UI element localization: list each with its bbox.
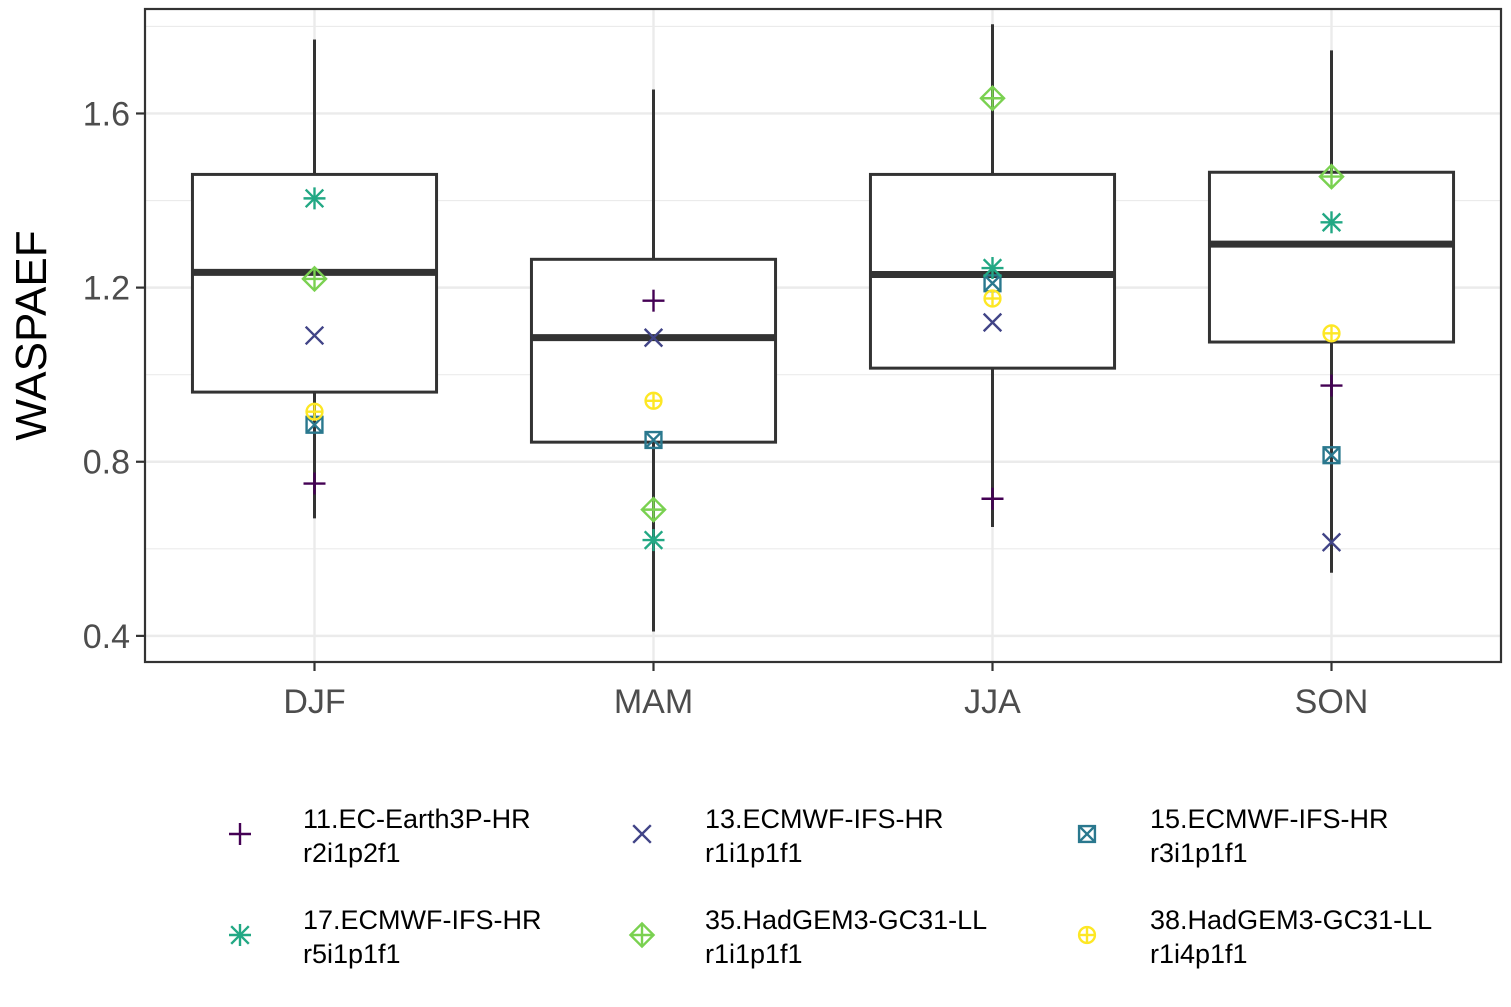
legend-key-diamond-plus xyxy=(628,921,656,949)
data-point-plus-djf xyxy=(303,472,326,495)
legend-item-1: 11.EC-Earth3P-HR r2i1p2f1 xyxy=(229,804,531,868)
data-point-cross-son xyxy=(1321,532,1342,552)
legend-key-square-cross xyxy=(1077,824,1097,844)
data-point-circle-plus-mam xyxy=(644,391,663,410)
legend: 11.EC-Earth3P-HR r2i1p2f1 13.ECMWF-IFS-HR r… xyxy=(229,804,1432,969)
data-point-cross-jja xyxy=(982,312,1003,333)
legend-label-member: r1i4p1f1 xyxy=(1150,939,1248,969)
box-layer xyxy=(190,24,1456,632)
point-layer xyxy=(301,84,1345,552)
legend-label-name: 13.ECMWF-IFS-HR xyxy=(705,804,944,834)
legend-item-3: 15.ECMWF-IFS-HR r3i1p1f1 xyxy=(1077,804,1389,868)
legend-label-name: 15.ECMWF-IFS-HR xyxy=(1150,804,1389,834)
data-point-circle-plus-son xyxy=(1322,324,1341,343)
legend-label-member: r3i1p1f1 xyxy=(1150,838,1248,868)
data-point-diamond-plus-mam xyxy=(640,496,667,523)
data-point-plus-jja xyxy=(981,487,1004,510)
data-point-plus-son xyxy=(1320,374,1343,397)
legend-label-name: 11.EC-Earth3P-HR xyxy=(303,804,531,834)
box-iqr xyxy=(1207,170,1456,344)
legend-label-member: r2i1p2f1 xyxy=(303,838,401,868)
legend-key-cross xyxy=(632,824,652,844)
panel-border xyxy=(143,7,1503,664)
y-tick-label: 1.6 xyxy=(83,95,130,133)
data-point-square-cross-mam xyxy=(644,430,663,450)
data-point-cross-djf xyxy=(304,325,325,346)
data-point-circle-plus-djf xyxy=(305,402,324,421)
legend-label-member: r5i1p1f1 xyxy=(303,939,401,969)
data-point-circle-plus-jja xyxy=(983,289,1002,308)
legend-key-circle-plus xyxy=(1077,925,1097,945)
x-tick-label-djf: DJF xyxy=(283,683,345,721)
data-point-diamond-plus-son xyxy=(1318,163,1345,190)
legend-label-name: 35.HadGEM3-GC31-LL xyxy=(705,905,987,935)
legend-label-name: 38.HadGEM3-GC31-LL xyxy=(1150,905,1432,935)
y-tick-label: 0.8 xyxy=(83,444,130,482)
data-point-square-cross-son xyxy=(1322,446,1341,465)
data-point-asterisk-son xyxy=(1320,211,1343,234)
legend-item-5: 35.HadGEM3-GC31-LL r1i1p1f1 xyxy=(628,905,987,969)
data-point-diamond-plus-djf xyxy=(301,265,328,293)
legend-label-member: r1i1p1f1 xyxy=(705,939,803,969)
box-mam xyxy=(529,89,778,632)
x-tick-label-mam: MAM xyxy=(614,683,693,721)
x-tick-label-son: SON xyxy=(1295,683,1369,721)
box-son xyxy=(1207,50,1456,573)
data-point-asterisk-mam xyxy=(642,529,665,552)
data-point-plus-mam xyxy=(642,289,665,312)
legend-key-plus xyxy=(229,823,251,845)
box-iqr xyxy=(529,257,778,444)
data-point-cross-mam xyxy=(643,328,664,348)
data-point-asterisk-djf xyxy=(303,187,326,210)
legend-item-4: 17.ECMWF-IFS-HR r5i1p1f1 xyxy=(229,905,542,969)
y-tick-label: 1.2 xyxy=(83,270,130,308)
legend-label-name: 17.ECMWF-IFS-HR xyxy=(303,905,542,935)
legend-key-asterisk xyxy=(229,924,251,946)
legend-label-member: r1i1p1f1 xyxy=(705,838,803,868)
axis-layer: 0.4 0.8 1.2 1.6 DJF MAM JJA SON xyxy=(83,95,1369,721)
y-tick-label: 0.4 xyxy=(83,618,130,656)
data-point-asterisk-jja xyxy=(981,257,1004,280)
x-tick-label-jja: JJA xyxy=(964,683,1021,721)
legend-item-2: 13.ECMWF-IFS-HR r1i1p1f1 xyxy=(632,804,944,868)
data-point-diamond-plus-jja xyxy=(979,84,1006,112)
legend-item-6: 38.HadGEM3-GC31-LL r1i4p1f1 xyxy=(1077,905,1432,969)
y-axis-title: WASPAEF xyxy=(7,230,56,440)
